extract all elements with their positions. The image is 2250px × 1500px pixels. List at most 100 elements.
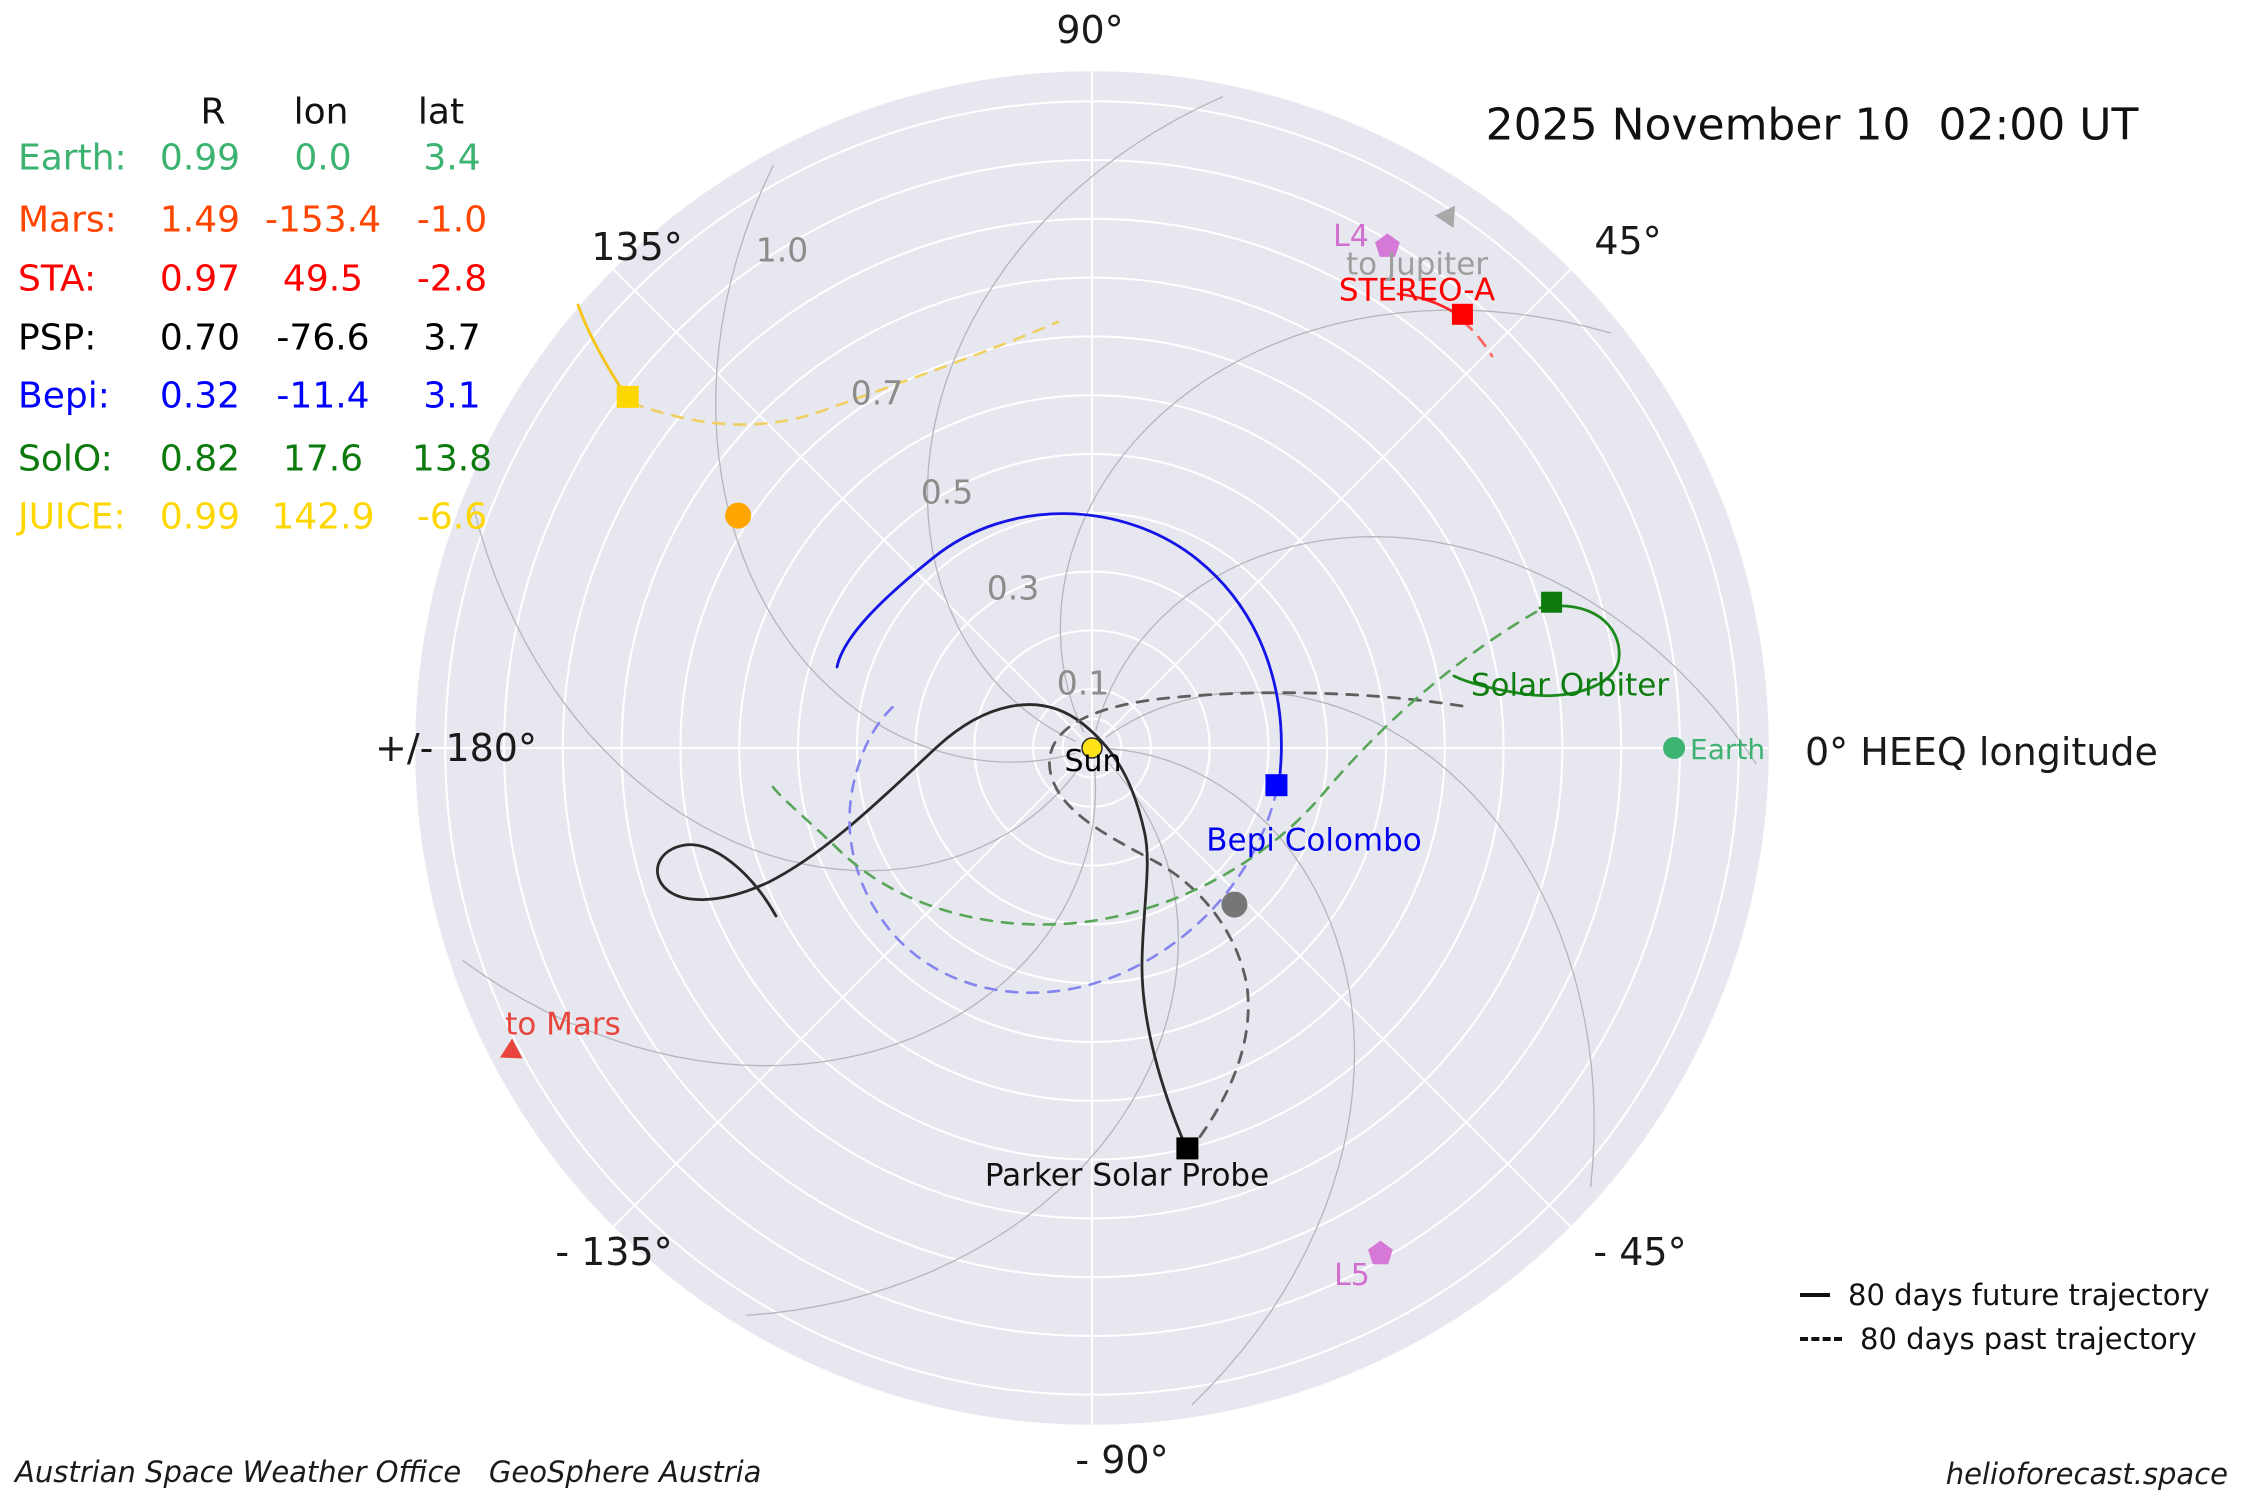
table-row-earth: Earth: 0.99 0.0 3.4: [0, 136, 520, 180]
row-r: 1.49: [159, 199, 241, 241]
solid-line-icon: [1800, 1293, 1830, 1297]
theta-label-m135: - 135°: [555, 1230, 673, 1274]
table-header-lat: lat: [417, 91, 465, 133]
to-jupiter-label: to Jupiter: [1345, 246, 1489, 283]
solar-orbiter-label: Solar Orbiter: [1470, 667, 1670, 704]
row-label: JUICE:: [18, 496, 126, 538]
bepi-colombo-marker: [1265, 774, 1288, 797]
psp-past-trajectory: [1048, 691, 1464, 1152]
to-mars-label: to Mars: [505, 1006, 621, 1043]
table-row-psp: PSP: 0.70 -76.6 3.7: [0, 316, 520, 360]
parker-spiral-line: [715, 164, 1076, 763]
row-lon: -76.6: [276, 317, 370, 359]
dashed-line-icon: [1800, 1337, 1842, 1341]
solar-orbiter-marker: [1541, 591, 1563, 613]
theta-label-0: 0° HEEQ longitude: [1805, 730, 2158, 774]
row-label: Bepi:: [18, 375, 110, 417]
row-lon: -11.4: [276, 375, 370, 417]
table-header-row: R lon lat: [0, 90, 520, 134]
footer-website: helioforecast.space: [1945, 1457, 2228, 1491]
grid-spoke: [612, 747, 1093, 1228]
page-title: 2025 November 10 02:00 UT: [1485, 99, 2139, 151]
row-label: Earth:: [18, 137, 127, 179]
bepi-past-trajectory: [848, 702, 1279, 995]
table-row-solo: SolO: 0.82 17.6 13.8: [0, 437, 520, 481]
row-lat: -6.6: [416, 496, 488, 538]
grid-spoke: [1091, 747, 1572, 1228]
venus-marker: [725, 502, 752, 529]
r-label-0-1: 0.1: [1056, 663, 1110, 703]
theta-label-90: 90°: [1056, 8, 1124, 52]
legend-label: 80 days past trajectory: [1860, 1322, 2197, 1356]
juice-past-trajectory: [630, 320, 1060, 426]
parker-solar-probe-label: Parker Solar Probe: [984, 1157, 1270, 1194]
row-lat: 3.7: [423, 317, 481, 359]
stereo-a-future-trajectory: [1396, 292, 1457, 315]
psp-future-trajectory: [656, 703, 1190, 1154]
table-row-mars: Mars: 1.49 -153.4 -1.0: [0, 198, 520, 242]
grid-spoke: [1091, 268, 1572, 749]
theta-label-135: 135°: [591, 225, 683, 269]
row-label: STA:: [18, 258, 97, 300]
solo-past-trajectory: [771, 610, 1538, 926]
sun-marker: [1081, 737, 1103, 759]
row-lat: 3.1: [423, 375, 481, 417]
r-label-1-0: 1.0: [755, 230, 809, 270]
bepi-colombo-label: Bepi Colombo: [1206, 822, 1422, 859]
l4-label: L4: [1333, 219, 1369, 254]
r-label-0-7: 0.7: [850, 373, 904, 413]
stereo-a-marker: [1451, 303, 1473, 325]
mercury-marker: [1221, 891, 1248, 918]
legend-item-past: 80 days past trajectory: [1800, 1322, 2197, 1356]
table-header-lon: lon: [293, 91, 349, 133]
row-r: 0.70: [159, 317, 241, 359]
stereo-a-label: STEREO-A: [1338, 272, 1496, 309]
row-lon: -153.4: [264, 199, 382, 241]
l4-marker: [1375, 233, 1400, 257]
grid-spoke: [612, 268, 1093, 749]
table-row-bepi: Bepi: 0.32 -11.4 3.1: [0, 374, 520, 418]
theta-label-45: 45°: [1594, 219, 1662, 263]
row-r: 0.97: [159, 258, 241, 300]
row-label: PSP:: [18, 317, 97, 359]
legend-item-future: 80 days future trajectory: [1800, 1278, 2210, 1312]
parker-spiral-line: [1109, 748, 1356, 1406]
solo-future-trajectory: [1452, 604, 1621, 698]
parker-spiral-line: [746, 759, 1180, 1317]
earth-label: Earth: [1690, 733, 1766, 766]
row-lat: -1.0: [416, 199, 488, 241]
row-r: 0.99: [159, 496, 241, 538]
parker-solar-probe-marker: [1176, 1137, 1199, 1160]
l5-marker: [1368, 1240, 1393, 1265]
table-row-juice: JUICE: 0.99 142.9 -6.6: [0, 495, 520, 539]
bepi-future-trajectory: [835, 512, 1283, 785]
legend-label: 80 days future trajectory: [1848, 1278, 2210, 1312]
row-lon: 17.6: [282, 438, 364, 480]
jupiter-direction-marker: [1434, 205, 1456, 228]
sun-label: Sun: [1064, 744, 1122, 779]
earth-marker: [1663, 737, 1686, 759]
theta-label-180: +/- 180°: [375, 726, 537, 770]
row-lat: -2.8: [416, 258, 488, 300]
parker-spiral-line: [1095, 536, 1757, 765]
theta-label-m90: - 90°: [1075, 1438, 1169, 1482]
row-label: SolO:: [18, 438, 113, 480]
mars-direction-marker: [500, 1038, 523, 1059]
footer-credit: Austrian Space Weather Office GeoSphere …: [15, 1455, 762, 1489]
table-header-r: R: [200, 91, 226, 133]
theta-label-m45: - 45°: [1593, 1230, 1687, 1274]
row-lat: 3.4: [423, 137, 481, 179]
row-r: 0.82: [159, 438, 241, 480]
parker-spiral-line: [462, 765, 1097, 1067]
parker-spiral-line: [472, 505, 1084, 872]
parker-spiral-line: [926, 96, 1224, 742]
row-label: Mars:: [18, 199, 117, 241]
parker-spiral-line: [1059, 309, 1612, 733]
row-lon: 142.9: [271, 496, 375, 538]
row-lon: 0.0: [294, 137, 352, 179]
juice-marker: [616, 385, 639, 408]
table-row-sta: STA: 0.97 49.5 -2.8: [0, 257, 520, 301]
row-r: 0.99: [159, 137, 241, 179]
